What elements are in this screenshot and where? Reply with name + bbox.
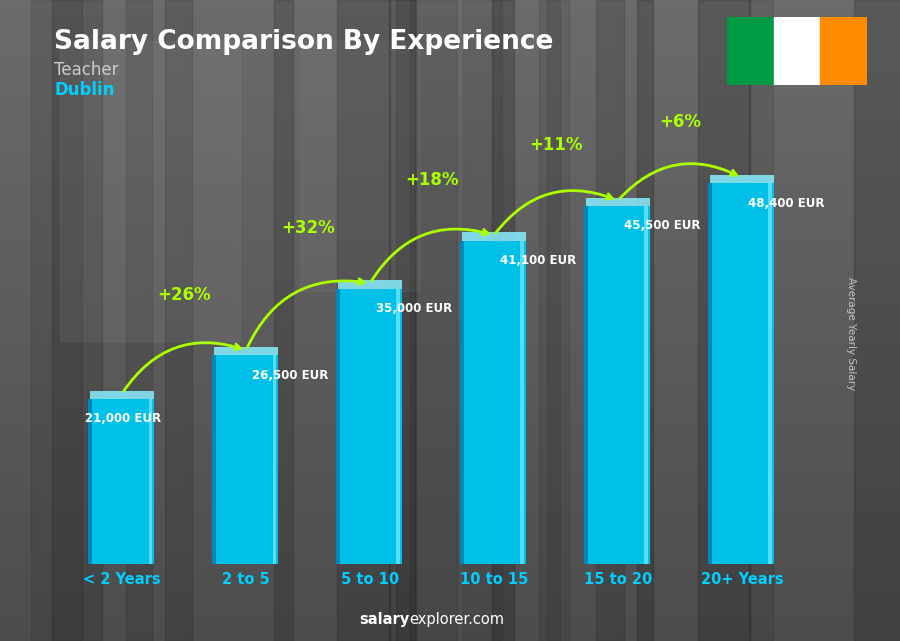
Bar <box>463 0 501 641</box>
Bar <box>460 240 464 564</box>
Bar <box>820 17 867 85</box>
Text: 35,000 EUR: 35,000 EUR <box>376 302 453 315</box>
Bar <box>165 0 193 641</box>
Bar <box>586 198 650 206</box>
Bar <box>698 0 751 641</box>
Bar <box>462 240 526 564</box>
Bar <box>586 206 650 564</box>
Bar <box>520 240 525 564</box>
Text: 48,400 EUR: 48,400 EUR <box>748 197 824 210</box>
Text: Salary Comparison By Experience: Salary Comparison By Experience <box>54 29 554 55</box>
Bar <box>338 281 402 288</box>
Bar <box>336 288 339 564</box>
Text: 21,000 EUR: 21,000 EUR <box>85 412 161 425</box>
Bar <box>410 0 457 641</box>
Bar <box>300 41 420 291</box>
Bar <box>338 0 390 641</box>
Bar <box>60 41 240 341</box>
Bar <box>709 183 774 564</box>
Bar <box>52 0 102 641</box>
Text: salary: salary <box>359 612 410 627</box>
Text: explorer.com: explorer.com <box>410 612 505 627</box>
Bar <box>727 17 774 85</box>
Text: +18%: +18% <box>405 171 459 189</box>
Text: +11%: +11% <box>529 137 582 154</box>
Bar <box>274 0 293 641</box>
Text: Teacher: Teacher <box>54 61 119 79</box>
Text: 45,500 EUR: 45,500 EUR <box>624 219 700 233</box>
Bar <box>396 0 416 641</box>
Bar <box>774 17 820 85</box>
Bar <box>584 206 588 564</box>
Bar <box>148 399 152 564</box>
Bar <box>212 356 216 564</box>
Bar <box>338 288 402 564</box>
Bar <box>854 0 900 641</box>
Bar <box>273 356 276 564</box>
Bar <box>462 233 526 240</box>
Bar <box>88 399 92 564</box>
Bar <box>214 347 278 356</box>
Bar <box>539 0 560 641</box>
Text: +32%: +32% <box>281 219 335 237</box>
Text: Average Yearly Salary: Average Yearly Salary <box>845 277 856 390</box>
Text: Dublin: Dublin <box>54 81 114 99</box>
Bar <box>90 391 155 399</box>
Bar <box>749 0 773 641</box>
Bar <box>597 0 624 641</box>
Text: +26%: +26% <box>158 286 211 304</box>
Text: 41,100 EUR: 41,100 EUR <box>500 254 576 267</box>
Bar <box>709 175 774 183</box>
Bar <box>637 0 653 641</box>
Text: +6%: +6% <box>659 113 701 131</box>
Bar <box>389 0 416 641</box>
Bar <box>125 0 152 641</box>
Bar <box>90 399 155 564</box>
Bar <box>769 183 772 564</box>
Bar <box>31 0 82 641</box>
Bar <box>547 0 569 641</box>
Bar <box>397 288 400 564</box>
Bar <box>707 183 712 564</box>
Bar <box>644 206 648 564</box>
Bar <box>492 0 515 641</box>
Bar <box>214 356 278 564</box>
Text: 26,500 EUR: 26,500 EUR <box>252 369 328 382</box>
